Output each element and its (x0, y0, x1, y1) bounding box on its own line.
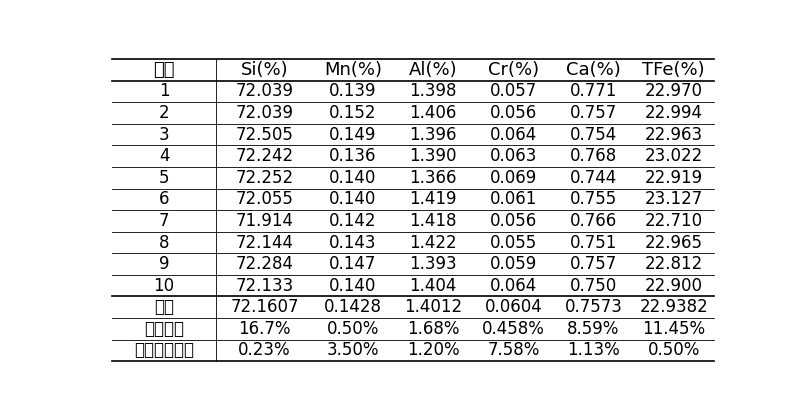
Text: 0.143: 0.143 (330, 233, 377, 252)
Text: 1.422: 1.422 (410, 233, 457, 252)
Text: 0.768: 0.768 (570, 147, 617, 165)
Text: Al(%): Al(%) (409, 61, 458, 79)
Text: TFe(%): TFe(%) (642, 61, 705, 79)
Text: 72.039: 72.039 (235, 104, 294, 122)
Text: 0.139: 0.139 (330, 83, 377, 100)
Text: 71.914: 71.914 (235, 212, 294, 230)
Text: 72.144: 72.144 (235, 233, 294, 252)
Text: 0.142: 0.142 (330, 212, 377, 230)
Text: 0.50%: 0.50% (647, 342, 700, 359)
Text: 均値: 均値 (154, 298, 174, 316)
Text: 1.20%: 1.20% (407, 342, 459, 359)
Text: 1.396: 1.396 (410, 126, 457, 144)
Text: 0.069: 0.069 (490, 169, 537, 187)
Text: 1.68%: 1.68% (407, 320, 459, 338)
Text: 1.390: 1.390 (410, 147, 457, 165)
Text: 8.59%: 8.59% (567, 320, 620, 338)
Text: 1.418: 1.418 (410, 212, 457, 230)
Text: 0.23%: 0.23% (238, 342, 290, 359)
Text: 5: 5 (159, 169, 170, 187)
Text: 3: 3 (159, 126, 170, 144)
Text: 6: 6 (159, 190, 170, 209)
Text: 1.4012: 1.4012 (404, 298, 462, 316)
Text: 0.755: 0.755 (570, 190, 617, 209)
Text: 0.056: 0.056 (490, 104, 537, 122)
Text: 16.7%: 16.7% (238, 320, 290, 338)
Text: 72.284: 72.284 (235, 255, 294, 273)
Text: 72.252: 72.252 (235, 169, 294, 187)
Text: 9: 9 (159, 255, 170, 273)
Text: 22.9382: 22.9382 (639, 298, 708, 316)
Text: 22.919: 22.919 (645, 169, 702, 187)
Text: 22.965: 22.965 (645, 233, 702, 252)
Text: 0.140: 0.140 (330, 277, 377, 295)
Text: 72.505: 72.505 (235, 126, 294, 144)
Text: 0.50%: 0.50% (326, 320, 379, 338)
Text: 72.242: 72.242 (235, 147, 294, 165)
Text: 72.039: 72.039 (235, 83, 294, 100)
Text: 4: 4 (159, 147, 170, 165)
Text: 0.056: 0.056 (490, 212, 537, 230)
Text: 0.757: 0.757 (570, 104, 617, 122)
Text: 0.7573: 0.7573 (565, 298, 622, 316)
Text: 1.13%: 1.13% (567, 342, 620, 359)
Text: 次数: 次数 (154, 61, 175, 79)
Text: 8: 8 (159, 233, 170, 252)
Text: 7.58%: 7.58% (487, 342, 539, 359)
Text: 0.751: 0.751 (570, 233, 618, 252)
Text: 0.140: 0.140 (330, 169, 377, 187)
Text: Si(%): Si(%) (241, 61, 288, 79)
Text: 0.064: 0.064 (490, 126, 537, 144)
Text: 0.757: 0.757 (570, 255, 617, 273)
Text: 1.398: 1.398 (410, 83, 457, 100)
Text: Ca(%): Ca(%) (566, 61, 621, 79)
Text: 72.055: 72.055 (235, 190, 294, 209)
Text: 7: 7 (159, 212, 170, 230)
Text: 标准偏差: 标准偏差 (144, 320, 184, 338)
Text: 0.1428: 0.1428 (324, 298, 382, 316)
Text: 1: 1 (159, 83, 170, 100)
Text: 22.812: 22.812 (645, 255, 703, 273)
Text: 23.127: 23.127 (645, 190, 703, 209)
Text: 1.406: 1.406 (410, 104, 457, 122)
Text: 22.710: 22.710 (645, 212, 702, 230)
Text: Cr(%): Cr(%) (488, 61, 539, 79)
Text: 0.754: 0.754 (570, 126, 617, 144)
Text: 23.022: 23.022 (645, 147, 703, 165)
Text: 0.766: 0.766 (570, 212, 617, 230)
Text: 11.45%: 11.45% (642, 320, 706, 338)
Text: 22.994: 22.994 (645, 104, 702, 122)
Text: 0.750: 0.750 (570, 277, 617, 295)
Text: 0.063: 0.063 (490, 147, 537, 165)
Text: 1.366: 1.366 (410, 169, 457, 187)
Text: 0.140: 0.140 (330, 190, 377, 209)
Text: 72.133: 72.133 (235, 277, 294, 295)
Text: 0.0604: 0.0604 (485, 298, 542, 316)
Text: 0.136: 0.136 (330, 147, 377, 165)
Text: 0.064: 0.064 (490, 277, 537, 295)
Text: 0.059: 0.059 (490, 255, 537, 273)
Text: 3.50%: 3.50% (326, 342, 379, 359)
Text: 0.149: 0.149 (330, 126, 377, 144)
Text: 1.393: 1.393 (410, 255, 457, 273)
Text: 0.061: 0.061 (490, 190, 537, 209)
Text: 72.1607: 72.1607 (230, 298, 298, 316)
Text: 0.055: 0.055 (490, 233, 537, 252)
Text: 0.152: 0.152 (330, 104, 377, 122)
Text: 22.970: 22.970 (645, 83, 702, 100)
Text: 相对标准偏差: 相对标准偏差 (134, 342, 194, 359)
Text: 0.744: 0.744 (570, 169, 617, 187)
Text: 22.900: 22.900 (645, 277, 702, 295)
Text: 0.458%: 0.458% (482, 320, 545, 338)
Text: Mn(%): Mn(%) (324, 61, 382, 79)
Text: 0.147: 0.147 (330, 255, 377, 273)
Text: 2: 2 (159, 104, 170, 122)
Text: 1.419: 1.419 (410, 190, 457, 209)
Text: 0.771: 0.771 (570, 83, 618, 100)
Text: 22.963: 22.963 (645, 126, 702, 144)
Text: 1.404: 1.404 (410, 277, 457, 295)
Text: 0.057: 0.057 (490, 83, 537, 100)
Text: 10: 10 (154, 277, 174, 295)
